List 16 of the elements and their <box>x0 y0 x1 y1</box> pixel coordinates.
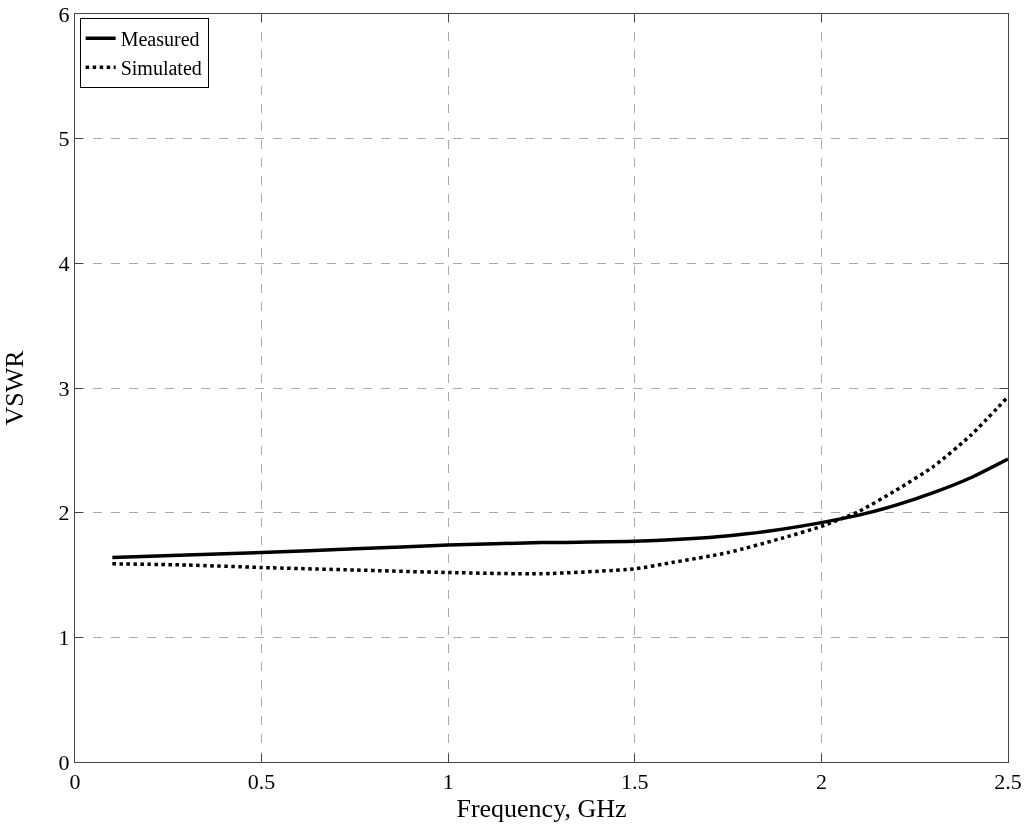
x-tick-label: 1 <box>442 769 454 795</box>
y-axis-title: VSWR <box>0 349 29 426</box>
y-tick-label: 0 <box>58 749 70 775</box>
x-axis-title: Frequency, GHz <box>456 794 627 824</box>
x-tick-label: 1.5 <box>621 769 649 795</box>
y-tick-label: 5 <box>58 126 70 152</box>
y-tick-label: 6 <box>58 1 70 27</box>
y-tick-label: 2 <box>58 500 70 526</box>
x-tick-label: 0.5 <box>247 769 276 795</box>
x-tick-label: 2.5 <box>994 769 1022 795</box>
y-tick-label: 1 <box>58 625 70 651</box>
y-tick-label: 4 <box>58 251 70 277</box>
x-tick-label: 2 <box>815 769 827 795</box>
legend-label: Measured <box>120 28 200 51</box>
legend-label: Simulated <box>120 57 202 80</box>
y-tick-label: 3 <box>58 375 70 401</box>
